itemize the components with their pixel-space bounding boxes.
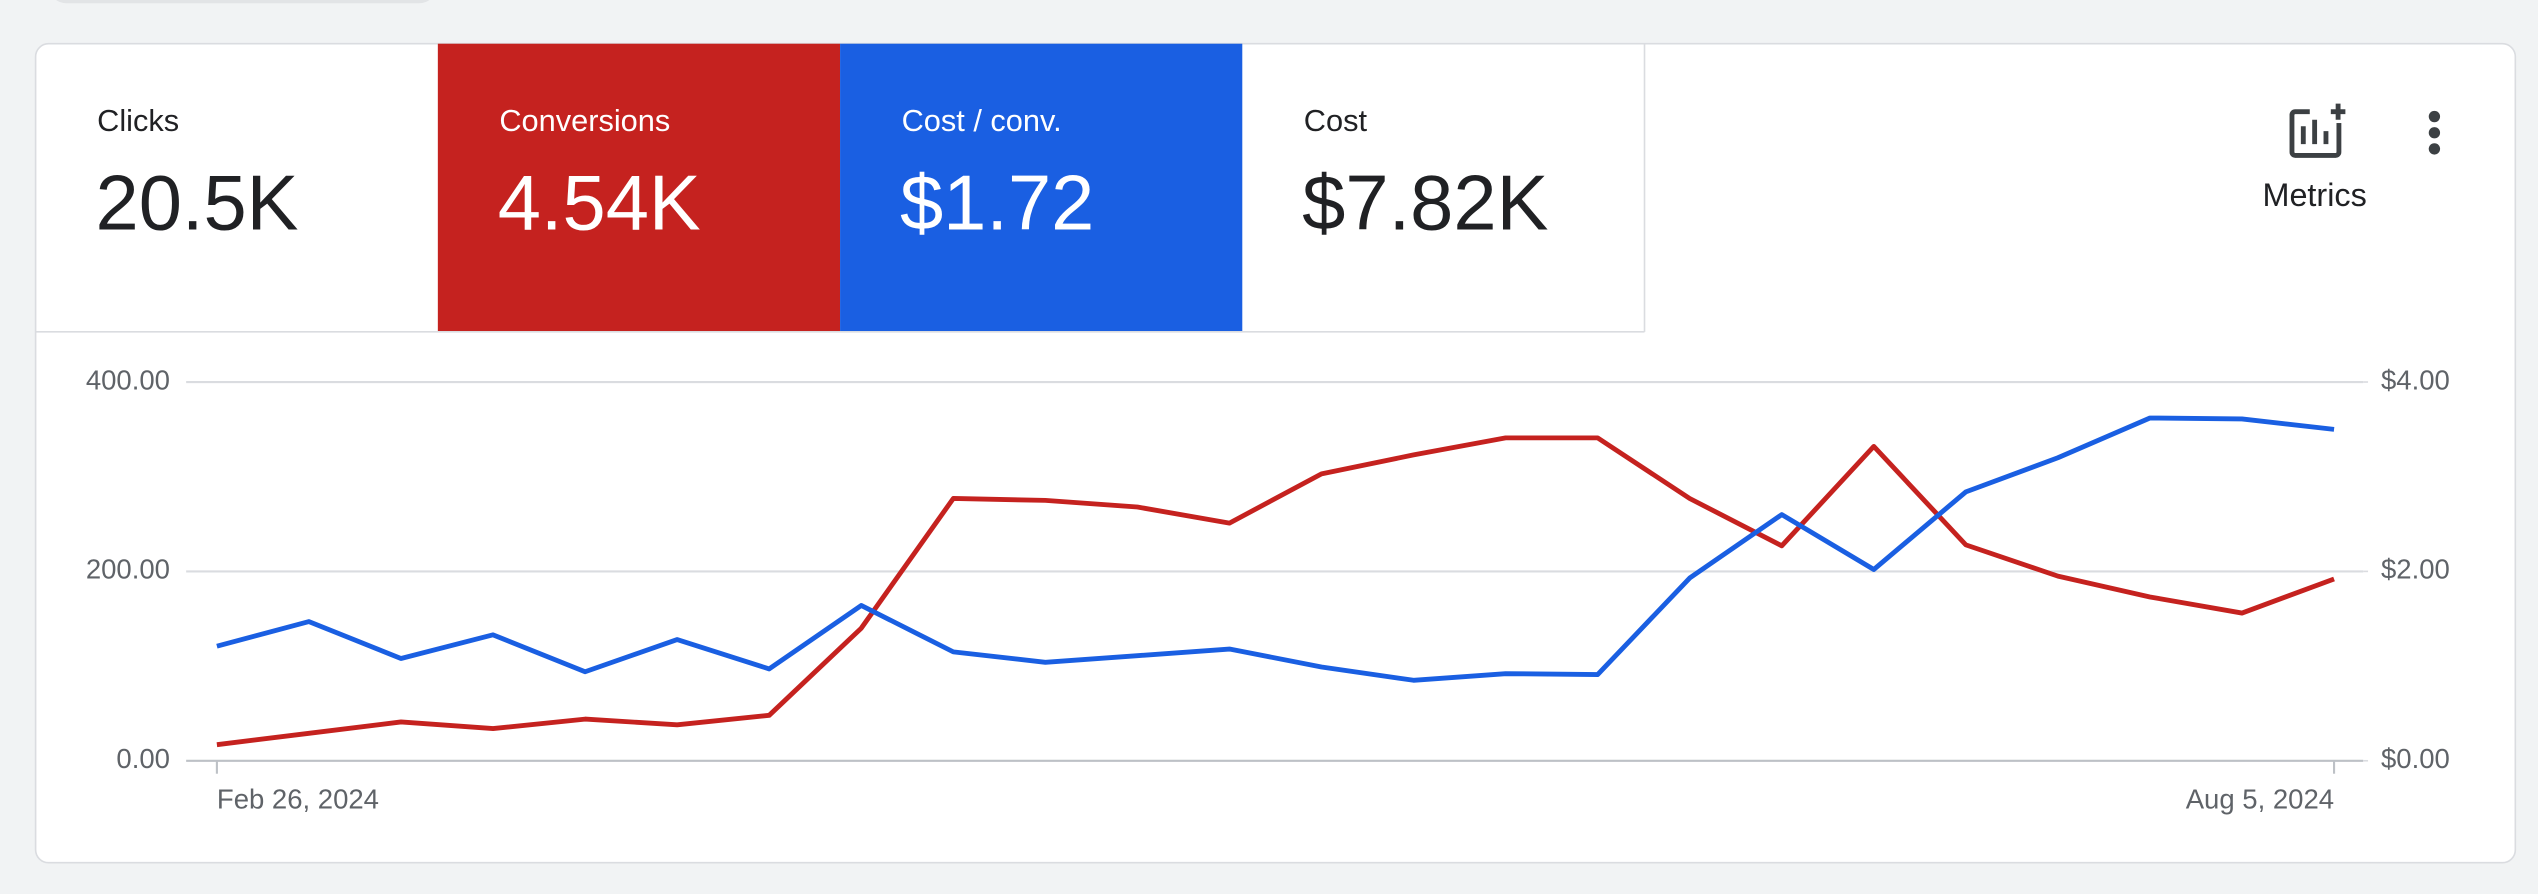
metrics-icon [2309, 100, 2343, 124]
metric-value: 4.54K [498, 160, 701, 246]
y2-tick-label: $2.00 [2381, 554, 2450, 585]
tile-background [437, 43, 841, 332]
metric-tile[interactable]: Cost / conv. $1.72 [840, 43, 1243, 332]
metric-label: Clicks [97, 103, 179, 138]
metric-label: Cost / conv. [902, 103, 1062, 138]
y2-tick-label: $4.00 [2381, 364, 2450, 395]
y2-tick-label: $0.00 [2381, 743, 2450, 774]
y-tick-label: 400.00 [86, 364, 170, 395]
metric-tile[interactable]: Clicks 20.5K [95, 103, 298, 246]
metric-value: 20.5K [95, 160, 298, 246]
metrics-button[interactable]: Metrics [2262, 100, 2367, 213]
y-tick-label: 200.00 [86, 554, 170, 585]
dot [2428, 127, 2441, 139]
more-button[interactable] [2428, 110, 2441, 155]
x-tick-label: Feb 26, 2024 [217, 784, 379, 815]
metric-value: $1.72 [900, 160, 1094, 246]
metrics-label: Metrics [2262, 177, 2366, 213]
metric-tile[interactable]: Cost $7.82K [1302, 103, 1548, 246]
metric-label: Cost [1304, 103, 1368, 138]
dot [2428, 143, 2441, 155]
metrics-icon [2300, 103, 2346, 145]
card [34, 42, 2517, 864]
metric-value: $7.82K [1302, 160, 1548, 246]
dot [2428, 110, 2441, 123]
tile-background [840, 43, 1243, 332]
metric-label: Conversions [499, 103, 670, 138]
metric-tile[interactable]: Conversions 4.54K [437, 43, 841, 332]
shadow-tab [56, 0, 430, 4]
series-line [216, 435, 2335, 748]
x-tick-label: Aug 5, 2024 [2186, 784, 2334, 815]
y-tick-label: 0.00 [116, 743, 170, 774]
series-line [216, 415, 2335, 683]
